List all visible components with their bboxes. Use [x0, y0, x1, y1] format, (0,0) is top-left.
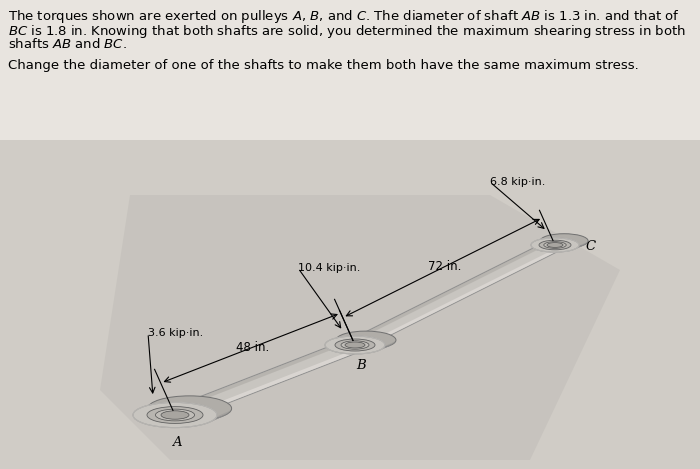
Text: The torques shown are exerted on pulleys $A$, $B$, and $C$. The diameter of shaf: The torques shown are exerted on pulleys… — [8, 8, 680, 25]
Polygon shape — [172, 338, 354, 411]
Polygon shape — [172, 338, 358, 423]
Text: $BC$ is 1.8 in. Knowing that both shafts are solid, you determined the maximum s: $BC$ is 1.8 in. Knowing that both shafts… — [8, 23, 686, 39]
Text: C: C — [585, 241, 595, 254]
Ellipse shape — [531, 238, 579, 252]
Ellipse shape — [544, 242, 566, 249]
Ellipse shape — [540, 234, 588, 248]
Text: 3.6 kip·in.: 3.6 kip·in. — [148, 328, 203, 338]
Polygon shape — [176, 349, 358, 422]
Ellipse shape — [335, 339, 375, 351]
Text: B: B — [356, 359, 366, 372]
Text: shafts $AB$ and $BC$.: shafts $AB$ and $BC$. — [8, 37, 127, 51]
Ellipse shape — [547, 242, 563, 248]
Ellipse shape — [148, 396, 232, 421]
Text: 48 in.: 48 in. — [236, 341, 269, 354]
Polygon shape — [352, 239, 558, 351]
Ellipse shape — [133, 402, 217, 428]
Polygon shape — [352, 239, 554, 342]
Bar — [0, 140, 700, 469]
Text: A: A — [172, 436, 182, 449]
Bar — [0, 0, 700, 140]
Ellipse shape — [341, 341, 369, 349]
Ellipse shape — [539, 240, 571, 250]
Text: 6.8 kip·in.: 6.8 kip·in. — [490, 177, 545, 187]
Text: 10.4 kip·in.: 10.4 kip·in. — [298, 263, 360, 273]
Text: Change the diameter of one of the shafts to make them both have the same maximum: Change the diameter of one of the shafts… — [8, 60, 638, 73]
Polygon shape — [356, 248, 558, 351]
Polygon shape — [100, 195, 620, 460]
Ellipse shape — [147, 407, 203, 424]
Ellipse shape — [345, 342, 365, 348]
Ellipse shape — [155, 409, 195, 421]
Ellipse shape — [161, 411, 189, 419]
Ellipse shape — [336, 331, 396, 349]
Ellipse shape — [325, 336, 385, 354]
Text: 72 in.: 72 in. — [428, 260, 461, 273]
